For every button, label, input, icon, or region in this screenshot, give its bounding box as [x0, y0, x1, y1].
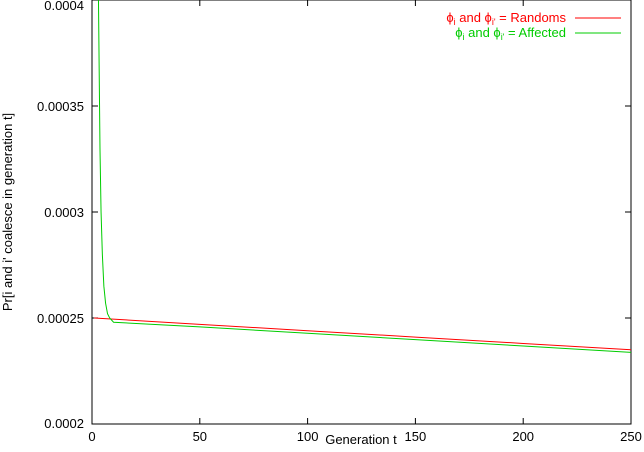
- y-tick-label: 0.00035: [37, 99, 84, 114]
- legend: ϕi and ϕi' = Randoms ϕi and ϕi' = Affect…: [446, 10, 621, 42]
- x-tick-label: 150: [405, 429, 427, 444]
- y-tick-label: 0.00025: [37, 311, 84, 326]
- ticks: [91, 0, 632, 425]
- x-tick-label: 0: [88, 429, 95, 444]
- legend-label-randoms: ϕi and ϕi' = Randoms: [446, 10, 566, 27]
- series-line-randoms: [94, 317, 632, 351]
- y-axis-label: Pr[i and i' coalesce in generation t]: [0, 113, 15, 311]
- x-tick-label: 100: [297, 429, 319, 444]
- legend-entry-affected: ϕi and ϕi' = Affected: [455, 25, 621, 42]
- plot-area: [91, 0, 632, 425]
- x-tick-label: 50: [193, 429, 207, 444]
- series-layer: [94, 0, 632, 353]
- x-tick-label: 250: [620, 429, 642, 444]
- series-line-affected: [97, 0, 632, 353]
- x-tick-label: 200: [512, 429, 534, 444]
- y-tick-label: 0.0002: [44, 416, 84, 431]
- legend-label-affected: ϕi and ϕi' = Affected: [455, 25, 566, 42]
- x-axis-label: Generation t: [325, 432, 397, 447]
- y-tick-label: 0.0003: [44, 205, 84, 220]
- legend-entry-randoms: ϕi and ϕi' = Randoms: [446, 10, 621, 27]
- y-tick-label: 0.0004: [44, 0, 84, 13]
- tick-labels: 0 50 100 150 200 250 0.0002 0.00025 0.0003 0.0003…: [37, 0, 642, 444]
